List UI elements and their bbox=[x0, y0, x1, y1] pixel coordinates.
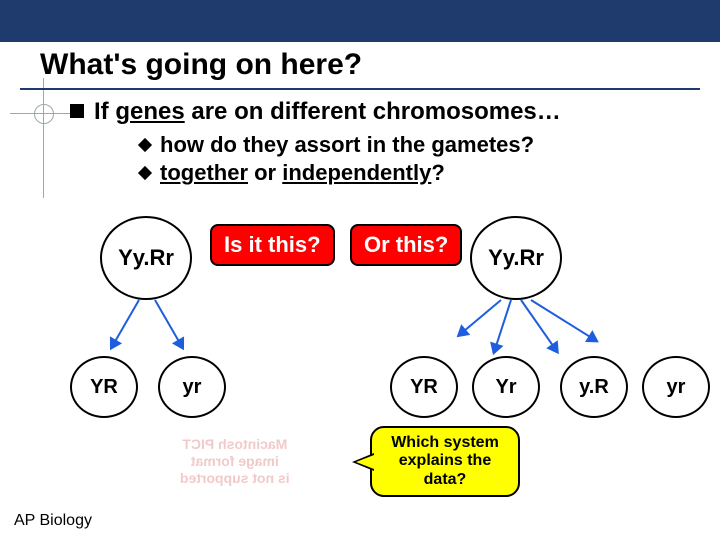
diamond-bullet-icon bbox=[138, 138, 152, 152]
bullet-level1-text: If genes are on different chromosomes… bbox=[94, 98, 561, 126]
callout-right-text: Or this? bbox=[364, 232, 448, 257]
bullet-level1: If genes are on different chromosomes… bbox=[70, 98, 700, 126]
speech-bubble: Which system explains the data? bbox=[370, 426, 520, 497]
square-bullet-icon bbox=[70, 104, 84, 118]
bullet-level2-row-1: how do they assort in the gametes? bbox=[140, 132, 700, 158]
oval-left-child-2-label: yr bbox=[183, 376, 202, 399]
oval-right-child-2: Yr bbox=[472, 356, 540, 418]
bullet-level2-group: how do they assort in the gametes? toget… bbox=[140, 132, 700, 186]
lvl2-u1: together bbox=[160, 160, 248, 185]
footer-label: AP Biology bbox=[14, 512, 92, 530]
oval-right-child-4: yr bbox=[642, 356, 710, 418]
lvl2-mid: or bbox=[248, 160, 282, 185]
lvl1-underlined: genes bbox=[115, 98, 184, 125]
oval-right-child-3: y.R bbox=[560, 356, 628, 418]
arrow-left-2 bbox=[154, 300, 184, 349]
callout-is-it-this: Is it this? bbox=[210, 224, 335, 266]
lvl2-u2: independently bbox=[282, 160, 431, 185]
arrow-right-2 bbox=[493, 300, 512, 354]
oval-right-parent-label: Yy.Rr bbox=[488, 245, 544, 271]
oval-right-child-2-label: Yr bbox=[495, 376, 516, 399]
diamond-bullet-icon bbox=[138, 166, 152, 180]
oval-right-child-4-label: yr bbox=[667, 376, 686, 399]
lvl2-suffix: ? bbox=[431, 160, 444, 185]
oval-right-child-1-label: YR bbox=[410, 376, 438, 399]
oval-right-child-1: YR bbox=[390, 356, 458, 418]
title-region: What's going on here? bbox=[0, 42, 720, 82]
arrow-left-1 bbox=[110, 300, 140, 349]
arrow-right-3 bbox=[520, 299, 558, 353]
oval-left-parent-label: Yy.Rr bbox=[118, 245, 174, 271]
lvl1-suffix: are on different chromosomes… bbox=[185, 98, 561, 125]
speech-bubble-text: Which system explains the data? bbox=[391, 434, 499, 488]
callout-or-this: Or this? bbox=[350, 224, 462, 266]
top-bar bbox=[0, 0, 720, 42]
callout-left-text: Is it this? bbox=[224, 232, 321, 257]
lvl1-prefix: If bbox=[94, 98, 115, 125]
slide-title: What's going on here? bbox=[40, 42, 720, 82]
bullet-level2-row-2: together or independently? bbox=[140, 160, 700, 186]
oval-right-parent: Yy.Rr bbox=[470, 216, 562, 300]
oval-left-child-1: YR bbox=[70, 356, 138, 418]
arrow-right-1 bbox=[457, 299, 501, 337]
diagram-area: Yy.Rr Is it this? Or this? Yy.Rr YR yr bbox=[20, 216, 700, 506]
ghost-pict-text: Macintosh PICT image format is not suppo… bbox=[180, 436, 290, 486]
arrow-right-4 bbox=[530, 299, 597, 342]
lvl2-text-2: together or independently? bbox=[160, 160, 445, 186]
lvl2-text-1: how do they assort in the gametes? bbox=[160, 132, 534, 158]
oval-right-child-3-label: y.R bbox=[579, 376, 609, 399]
content-area: If genes are on different chromosomes… h… bbox=[0, 82, 720, 522]
oval-left-child-1-label: YR bbox=[90, 376, 118, 399]
oval-left-parent: Yy.Rr bbox=[100, 216, 192, 300]
oval-left-child-2: yr bbox=[158, 356, 226, 418]
